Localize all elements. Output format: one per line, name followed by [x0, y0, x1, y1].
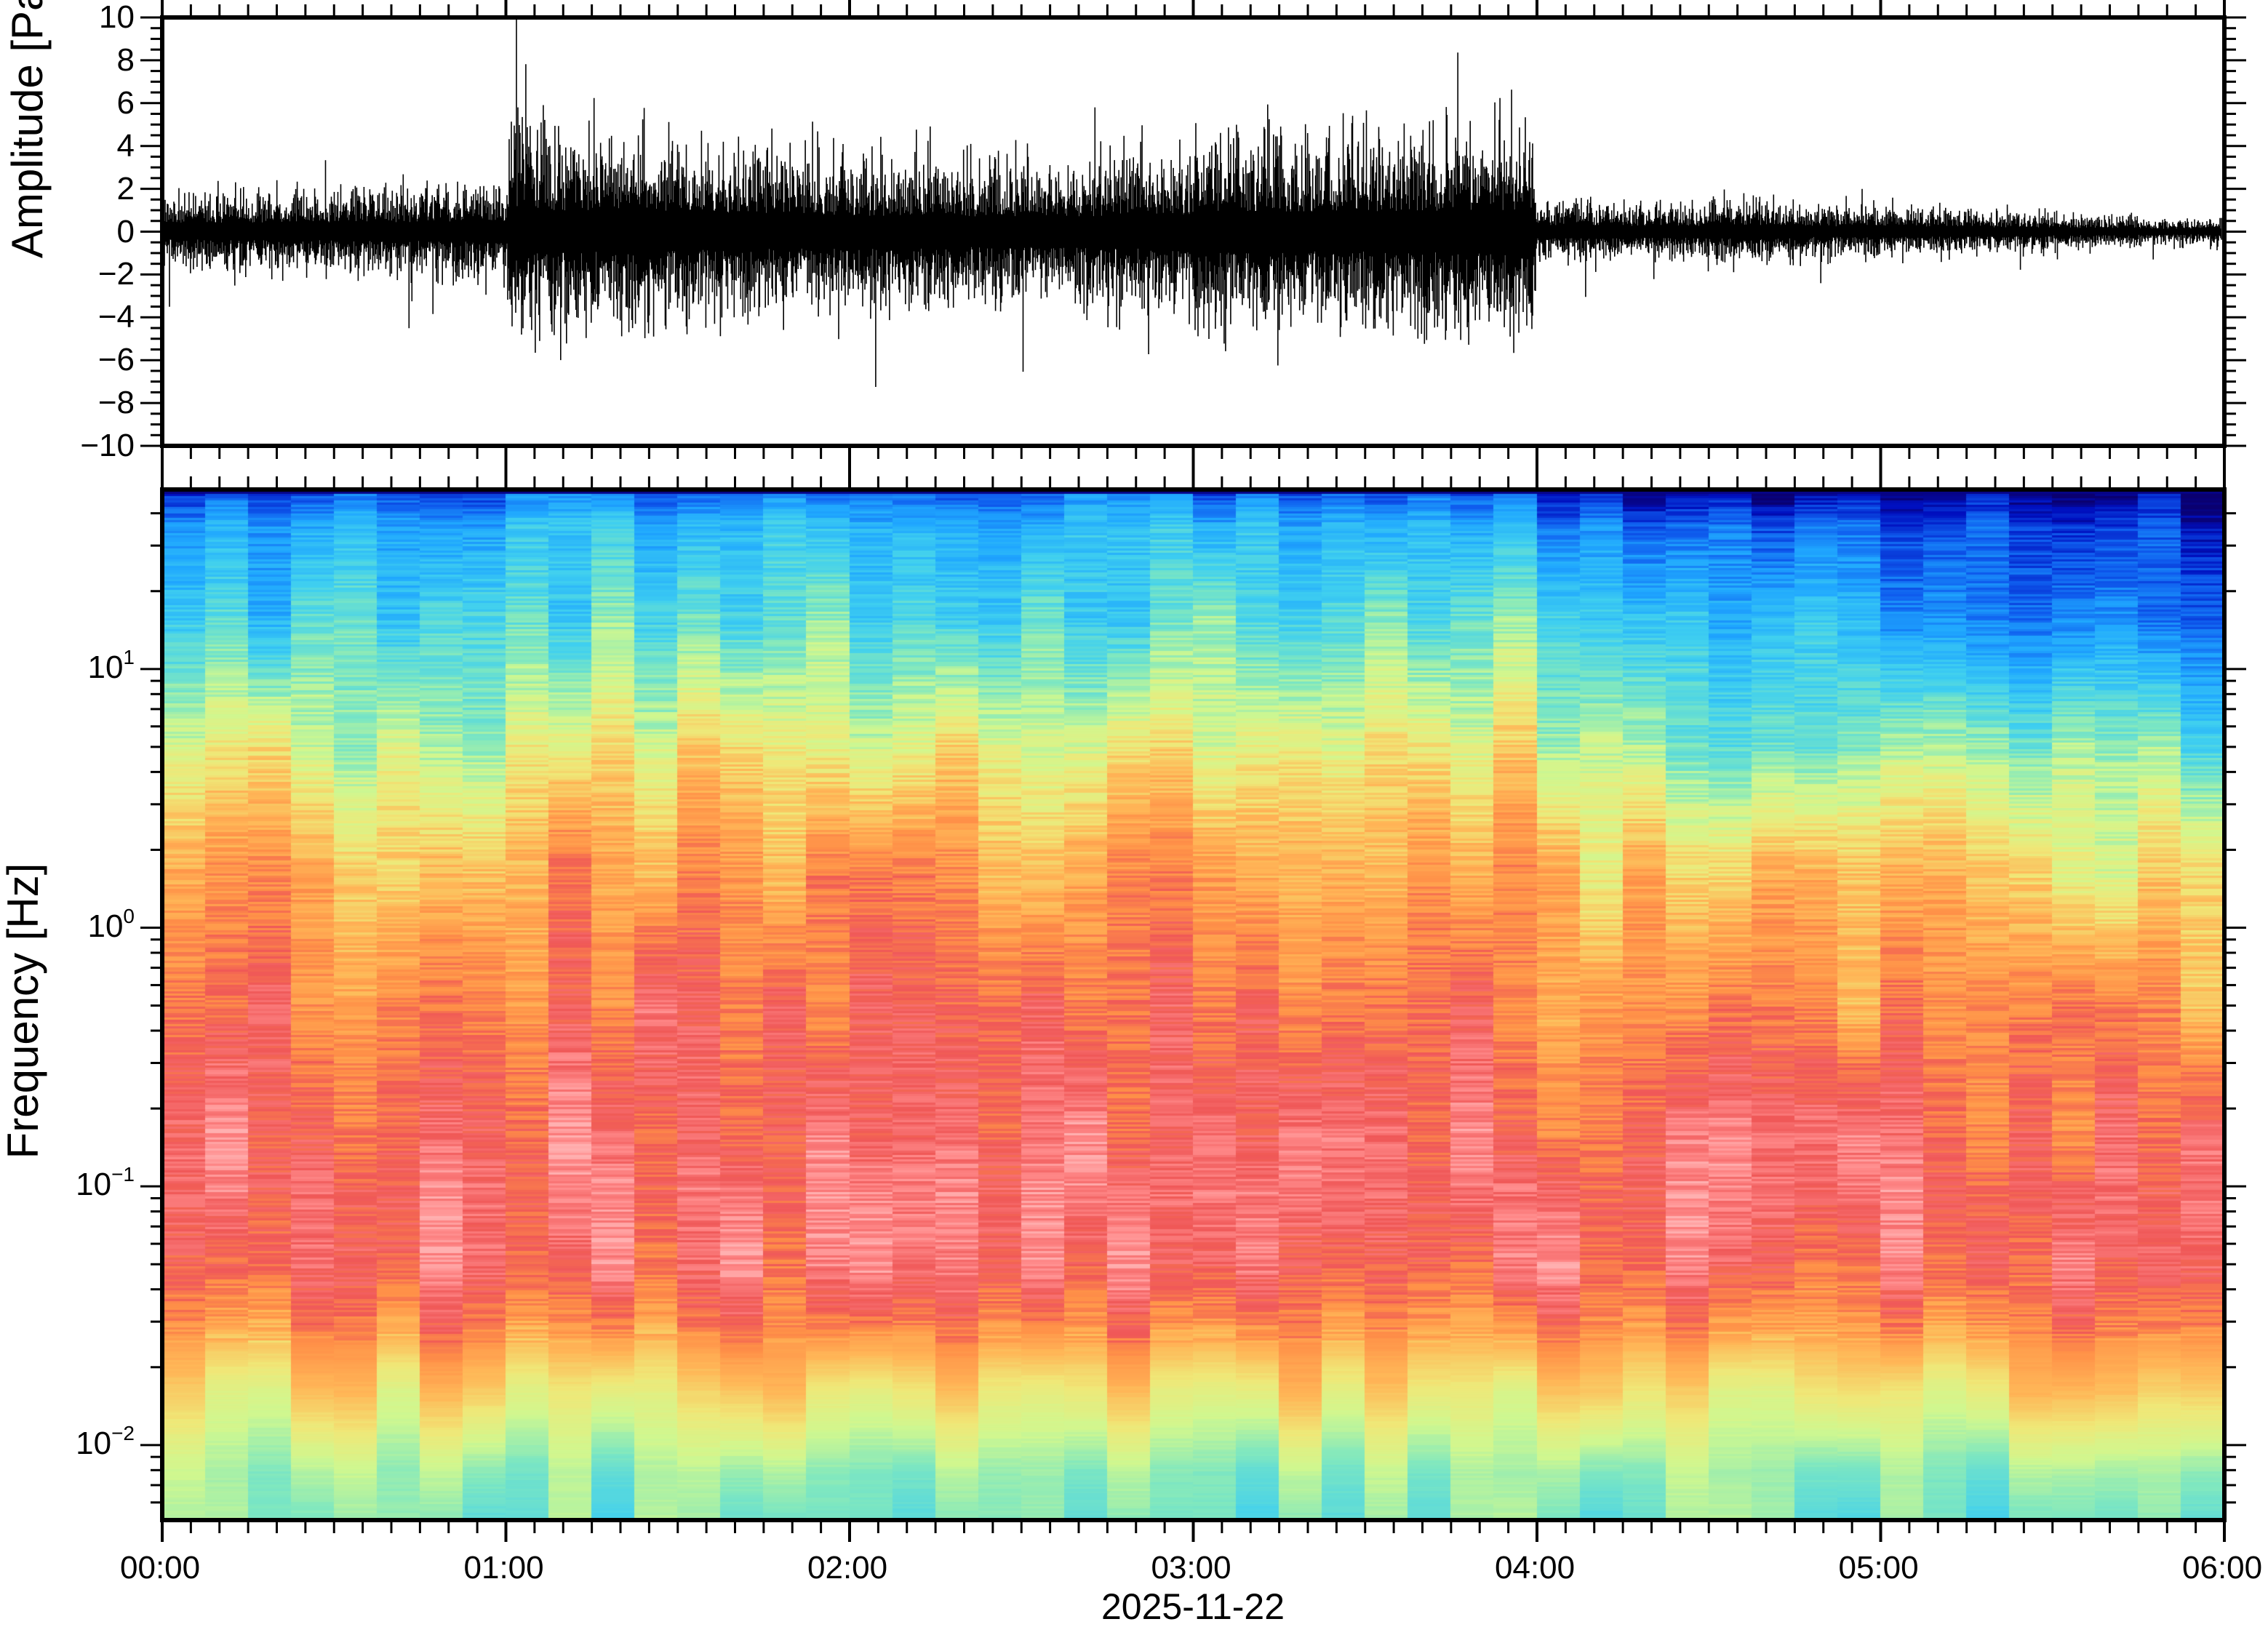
amplitude-tick-label: 10: [99, 0, 135, 35]
tick-exponent: 1: [123, 645, 135, 668]
tick-exponent: 0: [123, 904, 135, 927]
amplitude-tick-label: 8: [116, 41, 135, 78]
spectrogram-frame: [160, 487, 2227, 1522]
x-tick-label: 04:00: [1495, 1550, 1576, 1586]
tick-base: 10: [87, 908, 124, 944]
amplitude-tick-label: 0: [116, 213, 135, 249]
x-tick-label: 06:00: [2182, 1550, 2263, 1586]
amplitude-tick-label: −6: [97, 342, 135, 378]
tick-base: 10: [76, 1425, 112, 1461]
frequency-axis-title: Frequency [Hz]: [0, 863, 47, 1159]
amplitude-tick-label: 6: [116, 84, 135, 121]
frequency-tick-label: 101: [87, 647, 135, 685]
waveform-line: [164, 17, 2222, 387]
x-tick-label: 00:00: [120, 1550, 201, 1586]
frequency-tick-label: 100: [87, 906, 135, 944]
tick-base: 10: [76, 1167, 112, 1203]
frequency-tick-label: 10−2: [76, 1423, 135, 1461]
amplitude-tick-label: 4: [116, 127, 135, 164]
tick-exponent: −2: [111, 1421, 135, 1444]
spectrogram-heatmap: [162, 489, 2224, 1520]
x-tick-label: 03:00: [1151, 1550, 1231, 1586]
amplitude-tick-label: −4: [97, 299, 135, 335]
x-tick-label: 02:00: [807, 1550, 888, 1586]
amplitude-tick-label: −10: [80, 428, 135, 463]
amplitude-axis-title: Amplitude [Pa]: [3, 0, 52, 259]
amplitude-tick-label: −2: [97, 256, 135, 292]
amplitude-tick-label: 2: [116, 170, 135, 207]
amplitude-tick-label: −8: [97, 385, 135, 421]
frequency-tick-label: 10−1: [76, 1164, 135, 1203]
date-label: 2025-11-22: [1101, 1586, 1285, 1627]
tick-base: 10: [87, 649, 124, 685]
x-tick-label: 05:00: [1838, 1550, 1919, 1586]
x-tick-label: 01:00: [463, 1550, 544, 1586]
tick-exponent: −1: [111, 1163, 135, 1186]
